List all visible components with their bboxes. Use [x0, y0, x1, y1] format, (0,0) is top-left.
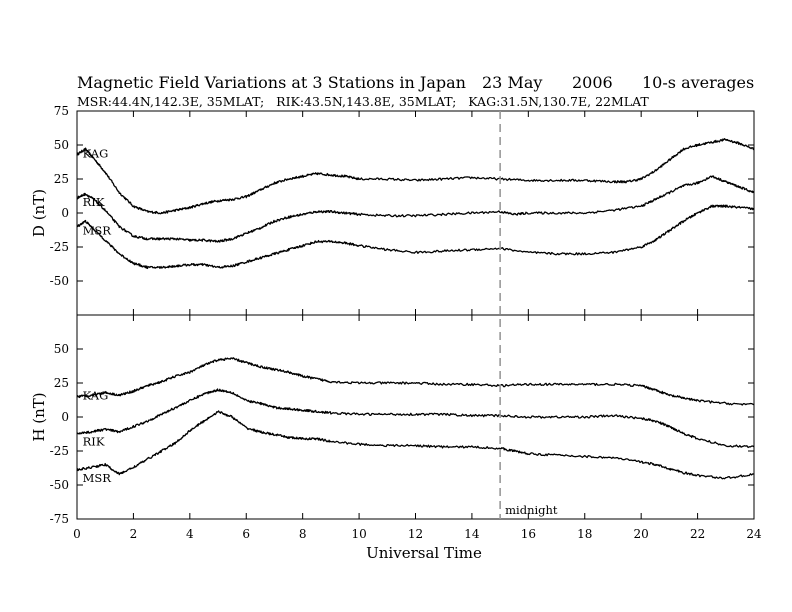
y-tick-label-H: -50 [50, 478, 69, 492]
chart-year: 2006 [572, 73, 613, 92]
stations-line: MSR:44.4N,142.3E, 35MLAT; RIK:43.5N,143.… [77, 94, 649, 109]
x-axis-label: Universal Time [366, 544, 482, 562]
panel-frame-H [76, 314, 755, 520]
series-label-D-rik: RIK [83, 195, 105, 209]
x-tick-label: 12 [408, 527, 423, 541]
series-line-H-kag [76, 357, 755, 406]
series-line-D-rik [76, 175, 755, 243]
series-line-H-msr [76, 410, 755, 480]
series-label-H-rik: RIK [83, 434, 105, 448]
series-label-D-msr: MSR [83, 224, 112, 238]
y-tick-label-H: 25 [54, 376, 69, 390]
y-tick-label-D: 0 [61, 206, 69, 220]
y-tick-label-D: 25 [54, 172, 69, 186]
y-tick-label-D: -25 [50, 240, 69, 254]
x-tick-label: 16 [521, 527, 536, 541]
series-line-D-msr [76, 204, 755, 270]
x-tick-label: 6 [242, 527, 250, 541]
x-tick-label: 4 [186, 527, 194, 541]
y-axis-label-D: D (nT) [30, 189, 48, 237]
panel-frame-D [76, 110, 755, 316]
series-line-H-rik [76, 388, 755, 449]
x-tick-label: 0 [73, 527, 81, 541]
x-tick-label: 18 [577, 527, 592, 541]
series-label-H-msr: MSR [83, 471, 112, 485]
chart-date: 23 May [482, 73, 542, 92]
chart-averaging: 10-s averages [642, 73, 754, 92]
x-tick-label: 20 [634, 527, 649, 541]
series-label-D-kag: KAG [83, 147, 109, 161]
x-tick-label: 22 [690, 527, 705, 541]
x-tick-label: 14 [464, 527, 480, 541]
y-tick-label-D: 50 [54, 138, 69, 152]
y-tick-label-D: -50 [50, 274, 69, 288]
y-tick-label-D: 75 [54, 104, 69, 118]
x-tick-label: 24 [746, 527, 762, 541]
y-tick-label-H: 0 [61, 410, 69, 424]
chart-title: Magnetic Field Variations at 3 Stations … [77, 73, 466, 92]
series-line-D-kag [76, 138, 755, 215]
y-tick-label-H: 50 [54, 342, 69, 356]
midnight-label: midnight [505, 503, 558, 517]
y-tick-label-H: -25 [50, 444, 69, 458]
y-axis-label-H: H (nT) [30, 392, 48, 441]
y-tick-label-H: -75 [50, 512, 69, 526]
x-tick-label: 8 [299, 527, 307, 541]
x-tick-label: 10 [351, 527, 366, 541]
series-label-H-kag: KAG [83, 389, 109, 403]
x-tick-label: 2 [130, 527, 138, 541]
